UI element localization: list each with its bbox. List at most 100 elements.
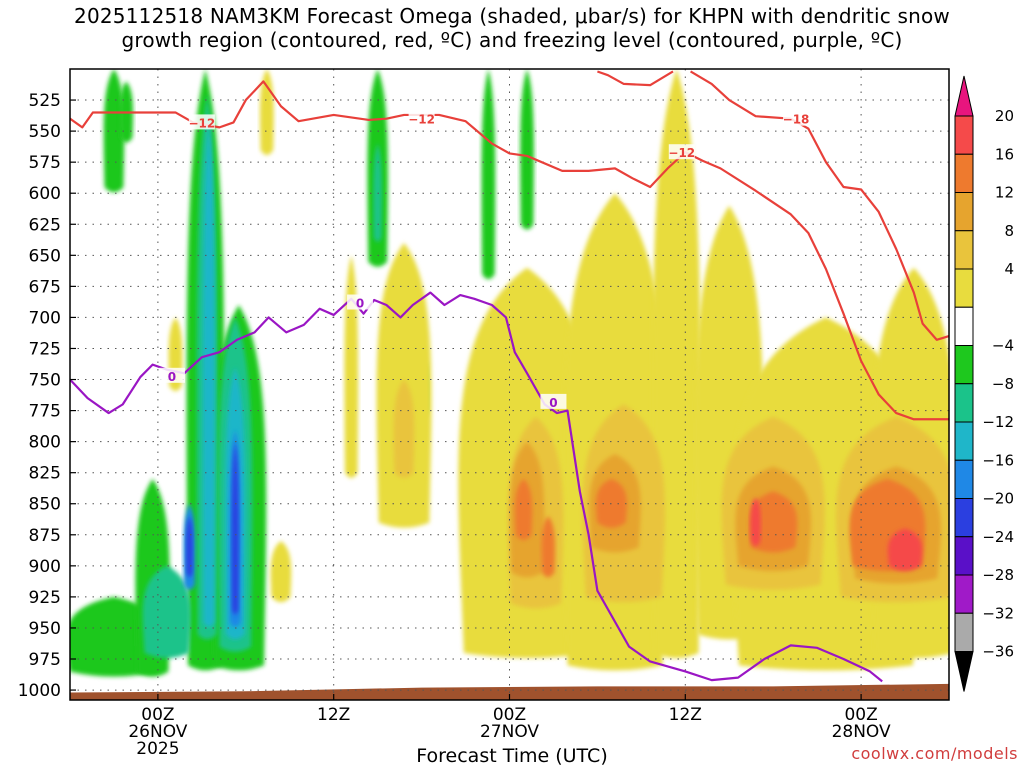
contour-label: −12	[188, 116, 215, 130]
x-tick-label: 28NOV	[832, 722, 891, 742]
omega-region-indigo	[231, 441, 239, 615]
y-axis-pressure: 525 550 575 600 625 650 675 700 725 750 775 800 825 8…	[18, 91, 76, 701]
contour-label: 0	[356, 297, 364, 311]
colorbar-label: −12	[982, 413, 1014, 431]
x-axis-title: Forecast Time (UTC)	[416, 745, 608, 767]
contour-label-backdrop	[668, 144, 695, 160]
colorbar-label: −32	[982, 604, 1014, 622]
colorbar-label: 8	[1004, 222, 1014, 240]
credit-link[interactable]: coolwx.com/models	[851, 744, 1018, 763]
y-tick-label: 1000	[18, 681, 61, 701]
contour-dgz-minus12-right	[597, 70, 674, 87]
omega-region-yellow	[270, 541, 292, 603]
y-tick-label: 750	[29, 371, 61, 391]
y-tick-label: 525	[29, 91, 61, 111]
y-tick-label: 675	[29, 277, 61, 297]
omega-region-indigo	[186, 516, 193, 578]
omega-region-gold	[393, 379, 415, 478]
y-tick-label: 850	[29, 495, 61, 515]
contour-label-backdrop	[188, 114, 215, 130]
colorbar-bin	[954, 459, 974, 499]
colorbar-bin	[954, 383, 974, 423]
contour-freezing-level	[70, 291, 883, 683]
omega-region-red	[887, 528, 923, 572]
x-tick-label: 00Z	[844, 705, 877, 725]
colorbar-bin	[954, 192, 974, 232]
omega-region-orange	[749, 491, 798, 553]
omega-region-yellow	[344, 255, 359, 478]
colorbar-label: 20	[995, 107, 1014, 125]
y-tick-label: 950	[29, 619, 61, 639]
colorbar-top-extend	[954, 75, 974, 117]
x-tick-label: 12Z	[317, 705, 350, 725]
colorbar-label: −28	[982, 566, 1014, 584]
y-tick-label: 800	[29, 433, 61, 453]
y-tick-label: 825	[29, 464, 61, 484]
y-tick-label: 550	[29, 122, 61, 142]
omega-region-red	[750, 497, 761, 547]
colorbar-label: −24	[982, 528, 1014, 546]
omega-region-green	[481, 69, 496, 280]
y-tick-label: 625	[29, 215, 61, 235]
colorbar-label: −36	[982, 643, 1014, 661]
colorbar-label: −20	[982, 490, 1014, 508]
omega-region-orange	[514, 478, 533, 541]
contour-label: 0	[168, 370, 176, 384]
colorbar-bin	[954, 498, 974, 538]
omega-region-green	[520, 69, 534, 230]
omega-region-orange	[541, 516, 556, 578]
x-tick-label: 12Z	[669, 705, 702, 725]
y-tick-label: 925	[29, 588, 61, 608]
contour-label-backdrop	[347, 294, 374, 310]
colorbar-bottom-extend	[954, 651, 974, 692]
colorbar-bin	[954, 230, 974, 270]
y-tick-label: 700	[29, 308, 61, 328]
colorbar-label: −16	[982, 451, 1014, 469]
chart-title-line-1: 2025112518 NAM3KM Forecast Omega (shaded…	[74, 4, 950, 28]
y-tick-label: 650	[29, 246, 61, 266]
omega-region-cyan	[202, 118, 215, 627]
y-tick-label: 900	[29, 557, 61, 577]
contour-lines: −12 −12 −12 −18 0 0 0	[70, 70, 949, 683]
y-tick-label: 725	[29, 339, 61, 359]
x-tick-label: 00Z	[493, 705, 526, 725]
contour-label-backdrop	[540, 393, 567, 409]
chart-title-line-2: growth region (contoured, red, ºC) and f…	[121, 28, 903, 52]
y-tick-label: 775	[29, 402, 61, 422]
contour-label-backdrop	[158, 367, 185, 383]
contour-label: −18	[783, 113, 810, 127]
omega-region-teal	[142, 565, 191, 659]
colorbar-bin	[954, 268, 974, 308]
colorbar: 20 16 12 8 4 −4 −8 −12 −16 −20 −24 −28 −32 −36	[954, 75, 1014, 692]
y-tick-label: 975	[29, 650, 61, 670]
x-tick-label: 2025	[136, 739, 179, 759]
colorbar-bin	[954, 612, 974, 652]
contour-label-backdrop	[408, 110, 435, 126]
colorbar-bin	[954, 574, 974, 614]
contour-label: 0	[549, 396, 557, 410]
colorbar-bin	[954, 153, 974, 193]
y-tick-label: 575	[29, 153, 61, 173]
grid-lines	[70, 69, 949, 700]
colorbar-label: −8	[992, 375, 1014, 393]
contour-label-backdrop	[783, 110, 810, 126]
colorbar-label: −4	[992, 337, 1014, 355]
x-tick-label: 00Z	[141, 705, 174, 725]
colorbar-bin	[954, 421, 974, 461]
colorbar-bin	[954, 536, 974, 576]
y-tick-label: 875	[29, 526, 61, 546]
contour-dgz-minus18	[690, 70, 949, 341]
colorbar-bin	[954, 345, 974, 385]
x-tick-label: 27NOV	[480, 722, 539, 742]
contour-label: −12	[668, 146, 695, 160]
contour-label: −12	[408, 113, 435, 127]
colorbar-label: 16	[995, 145, 1014, 163]
omega-shading	[70, 69, 949, 677]
colorbar-label: 4	[1004, 260, 1014, 278]
colorbar-bin	[954, 115, 974, 155]
colorbar-label: 12	[995, 184, 1014, 202]
y-tick-label: 600	[29, 184, 61, 204]
chart-title: 2025112518 NAM3KM Forecast Omega (shaded…	[0, 4, 1024, 52]
